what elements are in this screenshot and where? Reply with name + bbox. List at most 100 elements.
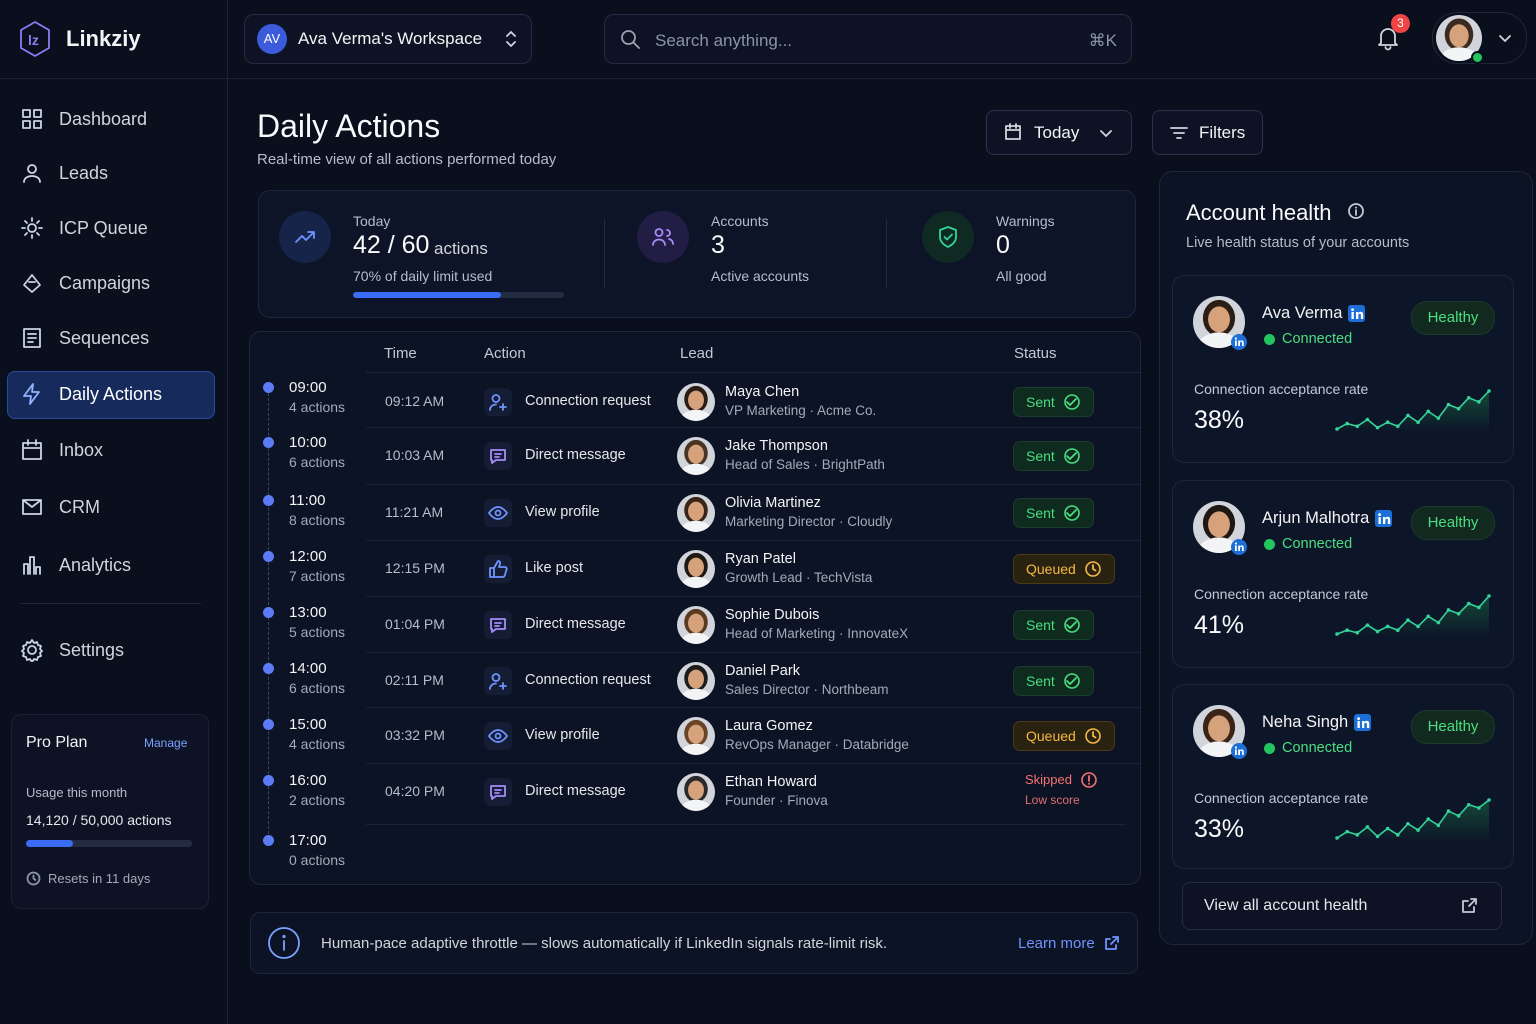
user-menu[interactable] xyxy=(1432,12,1527,64)
sparkline-line xyxy=(1336,799,1490,839)
sparkline-point xyxy=(1365,825,1370,829)
table-end-divider xyxy=(366,824,1126,825)
lead-name: Daniel Park xyxy=(725,663,800,679)
action-icon-bg xyxy=(484,778,512,806)
lead-role: RevOps Manager · Databridge xyxy=(725,737,909,752)
stat-note: Active accounts xyxy=(711,268,810,284)
hour-count: 8 actions xyxy=(289,512,346,528)
avatar xyxy=(677,606,715,644)
sparkline-point xyxy=(1396,424,1400,429)
filter-icon xyxy=(1170,127,1188,139)
nav-icon xyxy=(23,556,41,575)
stat-note: 70% of daily limit used xyxy=(353,268,493,284)
external-icon xyxy=(1105,936,1119,950)
lead-name: Sophie Dubois xyxy=(725,607,820,623)
filters-button[interactable]: Filters xyxy=(1152,110,1263,155)
action-icon xyxy=(489,560,508,578)
sparkline xyxy=(1335,389,1491,432)
avatar xyxy=(677,773,715,811)
status-pill: Queued xyxy=(1013,721,1115,751)
usage-text: 14,120 / 50,000 actions xyxy=(26,812,172,828)
hour-count: 0 actions xyxy=(289,852,346,868)
nav-item[interactable]: Leads xyxy=(59,163,109,183)
nav-item[interactable]: Campaigns xyxy=(59,273,151,293)
chevron-down xyxy=(1100,130,1112,137)
action-icon xyxy=(490,449,506,464)
search-box[interactable]: Search anything... ⌘K xyxy=(604,14,1132,64)
banner-link[interactable]: Learn more xyxy=(1018,935,1095,952)
logo-icon: lz xyxy=(20,21,50,57)
timeline-dot xyxy=(263,835,274,846)
account-card: Neha Singh Connected Healthy Connection acc… xyxy=(1172,684,1514,869)
sparkline-point xyxy=(1345,421,1349,426)
nav-icon xyxy=(22,439,42,460)
row-divider xyxy=(366,763,1140,764)
sparkline-point xyxy=(1406,821,1410,826)
timeline-dot xyxy=(263,437,274,448)
avatar xyxy=(1436,15,1482,61)
hour-count: 6 actions xyxy=(289,680,346,696)
sparkline-area xyxy=(1337,800,1489,841)
nav-icon xyxy=(22,499,42,515)
hour-time: 17:00 xyxy=(289,832,327,849)
plan-resets: Resets in 11 days xyxy=(48,871,151,886)
account-status: Connected xyxy=(1282,331,1353,347)
timeline-dot xyxy=(263,663,274,674)
lead-name: Jake Thompson xyxy=(725,438,828,454)
row-time: 01:04 PM xyxy=(385,616,445,632)
sparkline-point xyxy=(1365,417,1370,422)
account-name: Arjun Malhotra xyxy=(1262,509,1370,527)
sparkline-point xyxy=(1466,395,1471,400)
account-status: Connected xyxy=(1282,740,1353,756)
nav-item[interactable]: Daily Actions xyxy=(59,384,163,404)
status-note: Low score xyxy=(1025,793,1080,807)
stat-note: All good xyxy=(996,268,1047,284)
account-name-row: Neha Singh xyxy=(1262,713,1372,732)
connected-dot xyxy=(1264,334,1275,345)
status-pill: Sent xyxy=(1013,666,1094,696)
rate-label: Connection acceptance rate xyxy=(1194,586,1369,602)
nav-item[interactable]: Inbox xyxy=(59,440,104,460)
nav-settings[interactable]: Settings xyxy=(59,640,125,660)
plan-manage[interactable]: Manage xyxy=(144,736,188,750)
sparkline-point xyxy=(1466,802,1471,807)
nav-icon xyxy=(23,328,41,348)
nav-item[interactable]: Sequences xyxy=(59,328,150,348)
workspace-switcher[interactable]: AV Ava Verma's Workspace xyxy=(244,14,532,64)
connected-dot xyxy=(1264,743,1275,754)
sidebar-border xyxy=(227,0,228,1024)
sparkline-point xyxy=(1487,594,1491,598)
nav-item[interactable]: Dashboard xyxy=(59,109,148,129)
lead-role: Marketing Director · Cloudly xyxy=(725,514,893,529)
sparkline-point xyxy=(1355,424,1360,429)
hour-count: 6 actions xyxy=(289,454,346,470)
nav-item[interactable]: Analytics xyxy=(59,555,132,575)
settings-icon xyxy=(21,639,43,662)
sparkline-area xyxy=(1337,391,1489,432)
nav-item[interactable]: ICP Queue xyxy=(59,218,148,238)
row-divider xyxy=(366,707,1140,708)
account-card: Ava Verma Connected Healthy Connection acce… xyxy=(1172,275,1514,463)
action-icon xyxy=(489,673,507,690)
table-header: Time xyxy=(384,345,417,362)
sparkline-point xyxy=(1416,624,1420,629)
health-badge: Healthy xyxy=(1411,506,1495,540)
today-bar xyxy=(353,292,501,298)
clock-icon xyxy=(26,871,41,886)
health-badge: Healthy xyxy=(1411,301,1495,335)
hour-count: 5 actions xyxy=(289,624,346,640)
usage-track xyxy=(26,840,192,847)
status-icon xyxy=(1064,617,1080,633)
row-time: 11:21 AM xyxy=(385,504,444,520)
nav-icon xyxy=(22,109,42,129)
bell-icon[interactable] xyxy=(1375,25,1401,51)
stat-icon-bg xyxy=(922,211,974,263)
action-icon-bg xyxy=(484,442,512,470)
date-filter[interactable]: Today xyxy=(986,110,1132,155)
sparkline-line xyxy=(1336,390,1490,430)
action-icon xyxy=(490,618,506,633)
nav-item[interactable]: CRM xyxy=(59,497,100,517)
lead-role: Founder · Finova xyxy=(725,793,828,808)
view-all-button[interactable]: View all account health xyxy=(1182,882,1502,930)
